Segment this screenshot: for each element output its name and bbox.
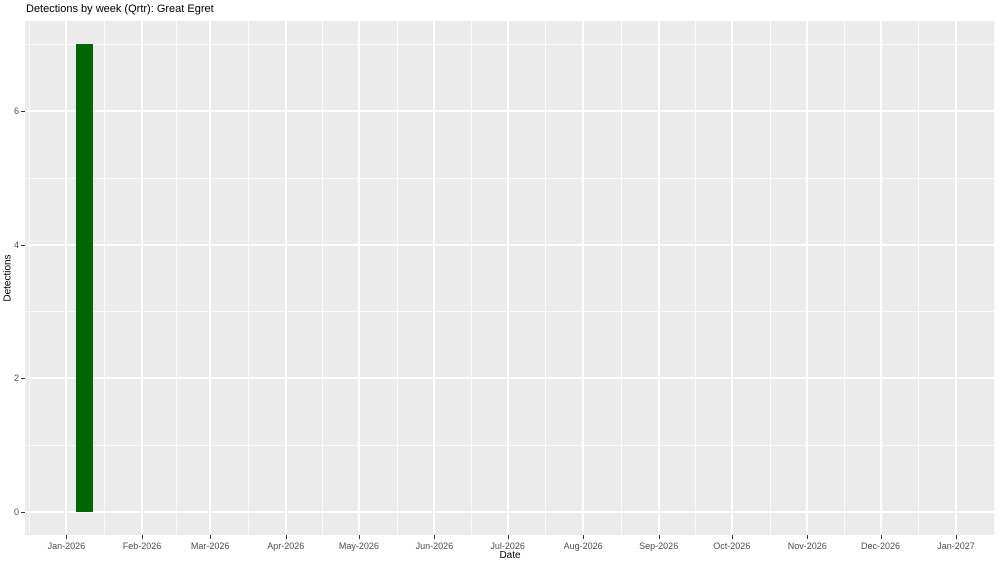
y-tick-mark <box>21 378 25 380</box>
x-tick-label: Aug-2026 <box>563 541 603 551</box>
x-major-gridline <box>806 21 809 535</box>
y-minor-gridline <box>25 44 995 46</box>
y-major-gridline <box>25 110 995 113</box>
y-minor-gridline <box>25 177 995 179</box>
x-tick-mark <box>658 535 660 539</box>
x-minor-gridline <box>471 21 472 535</box>
x-tick-mark <box>956 535 957 539</box>
x-tick-mark <box>731 535 733 539</box>
x-minor-gridline <box>843 21 845 535</box>
y-tick-mark <box>21 244 25 246</box>
x-major-gridline <box>879 21 882 535</box>
x-tick-label: Jul-2026 <box>490 541 525 551</box>
x-tick-mark <box>507 535 509 539</box>
x-tick-label: Sep-2026 <box>639 541 679 551</box>
y-tick-label: 6 <box>13 106 19 117</box>
x-minor-gridline <box>769 21 771 535</box>
x-tick-mark <box>142 535 143 539</box>
x-tick-label: Jan-2026 <box>47 541 86 551</box>
x-major-gridline <box>433 21 436 535</box>
chart-title: Detections by week (Qrtr): Great Egret <box>26 3 214 15</box>
x-tick-mark <box>210 535 212 539</box>
x-major-gridline <box>657 21 660 535</box>
x-tick-label: Jan-2027 <box>937 541 975 551</box>
y-tick-mark <box>21 111 25 113</box>
y-major-gridline <box>25 243 995 246</box>
x-tick-mark <box>66 535 68 539</box>
x-minor-gridline <box>918 21 920 535</box>
x-tick-label: Apr-2026 <box>267 541 305 551</box>
y-axis-title: Detections <box>2 254 14 302</box>
x-major-gridline <box>284 21 287 535</box>
x-minor-gridline <box>322 21 324 535</box>
x-minor-gridline <box>545 21 547 535</box>
y-tick-label: 2 <box>13 373 19 384</box>
y-major-gridline <box>25 510 995 513</box>
x-minor-gridline <box>695 21 697 535</box>
x-major-gridline <box>582 21 585 535</box>
x-tick-mark <box>880 535 882 539</box>
x-tick-label: Jun-2026 <box>415 541 454 551</box>
y-minor-gridline <box>25 444 995 446</box>
x-tick-mark <box>285 535 287 539</box>
x-minor-gridline <box>248 21 249 535</box>
x-minor-gridline <box>620 21 622 535</box>
x-tick-label: Mar-2026 <box>190 541 230 551</box>
x-minor-gridline <box>104 21 106 535</box>
y-tick-label: 0 <box>13 506 19 517</box>
x-minor-gridline <box>993 21 995 535</box>
x-tick-label: Nov-2026 <box>787 541 827 551</box>
x-major-gridline <box>955 21 957 535</box>
x-tick-label: Dec-2026 <box>860 541 901 551</box>
x-tick-mark <box>583 535 585 539</box>
x-tick-label: May-2026 <box>338 541 379 551</box>
x-major-gridline <box>506 21 509 535</box>
x-minor-gridline <box>28 21 30 535</box>
y-tick-label: 4 <box>13 239 19 250</box>
x-minor-gridline <box>176 21 178 535</box>
y-minor-gridline <box>25 311 995 313</box>
x-major-gridline <box>65 21 68 535</box>
x-tick-mark <box>807 535 809 539</box>
y-tick-mark <box>21 511 25 513</box>
x-tick-label: Oct-2026 <box>713 541 751 551</box>
x-tick-mark <box>358 535 360 539</box>
plot-panel <box>25 21 995 535</box>
x-major-gridline <box>141 21 143 535</box>
x-minor-gridline <box>396 21 398 535</box>
y-major-gridline <box>25 377 995 380</box>
x-major-gridline <box>357 21 360 535</box>
x-axis-title: Date <box>499 550 521 561</box>
x-major-gridline <box>209 21 212 535</box>
bar-week-2026-01-05 <box>76 44 94 512</box>
x-major-gridline <box>730 21 733 535</box>
x-tick-label: Feb-2026 <box>122 541 162 551</box>
x-tick-mark <box>434 535 436 539</box>
